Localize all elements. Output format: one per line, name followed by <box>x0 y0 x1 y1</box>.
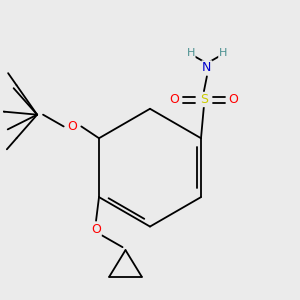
Text: N: N <box>202 61 212 74</box>
Text: H: H <box>219 48 227 58</box>
Text: O: O <box>68 120 77 133</box>
Text: S: S <box>200 93 208 106</box>
Text: H: H <box>187 48 195 58</box>
Text: O: O <box>229 93 238 106</box>
Text: O: O <box>169 93 179 106</box>
Text: O: O <box>91 223 101 236</box>
